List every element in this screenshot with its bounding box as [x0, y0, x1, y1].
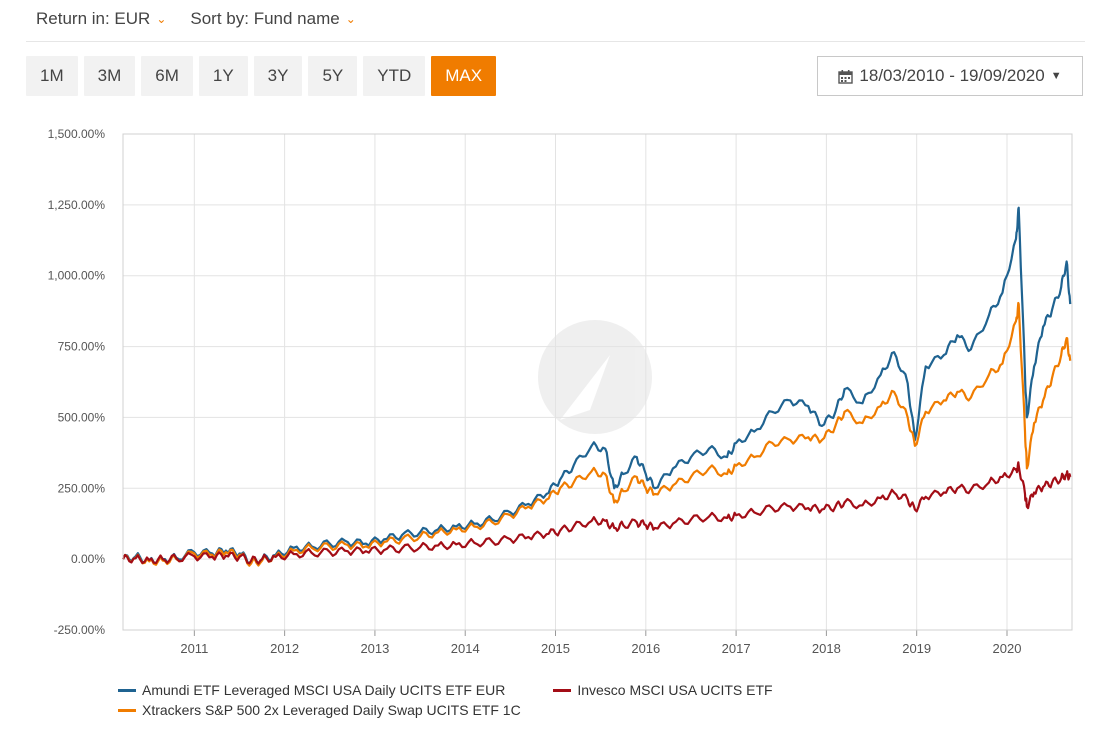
legend-item-amundi[interactable]: Amundi ETF Leveraged MSCI USA Daily UCIT…: [118, 682, 505, 698]
y-tick-label: 1,250.00%: [48, 198, 106, 212]
x-tick-label: 2011: [180, 641, 208, 656]
series-lines: [122, 206, 1072, 567]
period-button-ytd[interactable]: YTD: [363, 56, 426, 96]
x-tick-label: 2017: [722, 641, 751, 656]
x-tick-label: 2012: [270, 641, 299, 656]
sort-label: Sort by: Fund name: [190, 9, 340, 28]
chevron-down-icon: ⌄: [156, 12, 167, 26]
period-button-5y[interactable]: 5Y: [308, 56, 358, 96]
x-tick-label: 2019: [902, 641, 931, 656]
period-button-1y[interactable]: 1Y: [198, 56, 248, 96]
y-tick-label: 1,000.00%: [48, 269, 106, 283]
series-line-amundi: [122, 206, 1072, 566]
y-tick-label: 0.00%: [71, 552, 105, 566]
y-tick-label: 500.00%: [58, 410, 106, 424]
date-range-picker[interactable]: 18/03/2010 - 19/09/2020 ▼: [817, 56, 1083, 96]
legend-swatch-invesco: [553, 688, 572, 692]
legend-label-invesco: Invesco MSCI USA UCITS ETF: [577, 682, 773, 698]
chevron-down-icon: ⌄: [345, 12, 356, 26]
period-selector: 1M 3M 6M 1Y 3Y 5Y YTD MAX: [26, 56, 497, 96]
legend-item-xtrackers[interactable]: Xtrackers S&P 500 2x Leveraged Daily Swa…: [118, 702, 521, 718]
legend-item-invesco[interactable]: Invesco MSCI USA UCITS ETF: [553, 682, 773, 698]
y-tick-label: 250.00%: [58, 481, 106, 495]
axis-labels: 1,500.00% 1,250.00% 1,000.00% 750.00% 500.00…: [48, 127, 1022, 656]
divider: [26, 41, 1085, 42]
caret-down-icon: ▼: [1050, 70, 1062, 82]
chart-legend: Amundi ETF Leveraged MSCI USA Daily UCIT…: [118, 680, 773, 720]
legend-label-xtrackers: Xtrackers S&P 500 2x Leveraged Daily Swa…: [142, 702, 521, 718]
calendar-icon: [838, 69, 854, 84]
series-line-xtrackers: [122, 301, 1072, 567]
performance-chart: 1,500.00% 1,250.00% 1,000.00% 750.00% 500.00…: [48, 127, 1073, 656]
period-button-max[interactable]: MAX: [431, 56, 497, 96]
legend-swatch-amundi: [118, 688, 136, 692]
date-range-label: 18/03/2010 - 19/09/2020: [859, 66, 1045, 85]
y-tick-label: 1,500.00%: [48, 127, 106, 141]
period-button-3m[interactable]: 3M: [83, 56, 136, 96]
x-tick-label: 2016: [631, 641, 660, 656]
period-button-1m[interactable]: 1M: [26, 56, 78, 96]
filter-bar: Return in: EUR ⌄ Sort by: Fund name ⌄: [36, 8, 356, 30]
return-currency-label: Return in: EUR: [36, 9, 151, 28]
watermark-logo: [538, 320, 652, 434]
x-tick-label: 2018: [812, 641, 841, 656]
x-tick-label: 2013: [360, 641, 389, 656]
legend-label-amundi: Amundi ETF Leveraged MSCI USA Daily UCIT…: [142, 682, 506, 698]
plot-border: [122, 133, 1073, 631]
series-line-invesco: [122, 461, 1072, 565]
legend-swatch-xtrackers: [118, 708, 136, 712]
x-tick-label: 2014: [451, 641, 480, 656]
y-tick-label: -250.00%: [54, 623, 106, 637]
sort-select[interactable]: Sort by: Fund name ⌄: [190, 8, 355, 30]
x-tick-label: 2020: [993, 641, 1022, 656]
period-button-6m[interactable]: 6M: [141, 56, 193, 96]
x-tick-label: 2015: [541, 641, 570, 656]
y-tick-label: 750.00%: [58, 340, 106, 354]
period-button-3y[interactable]: 3Y: [253, 56, 303, 96]
return-currency-select[interactable]: Return in: EUR ⌄: [36, 8, 166, 30]
